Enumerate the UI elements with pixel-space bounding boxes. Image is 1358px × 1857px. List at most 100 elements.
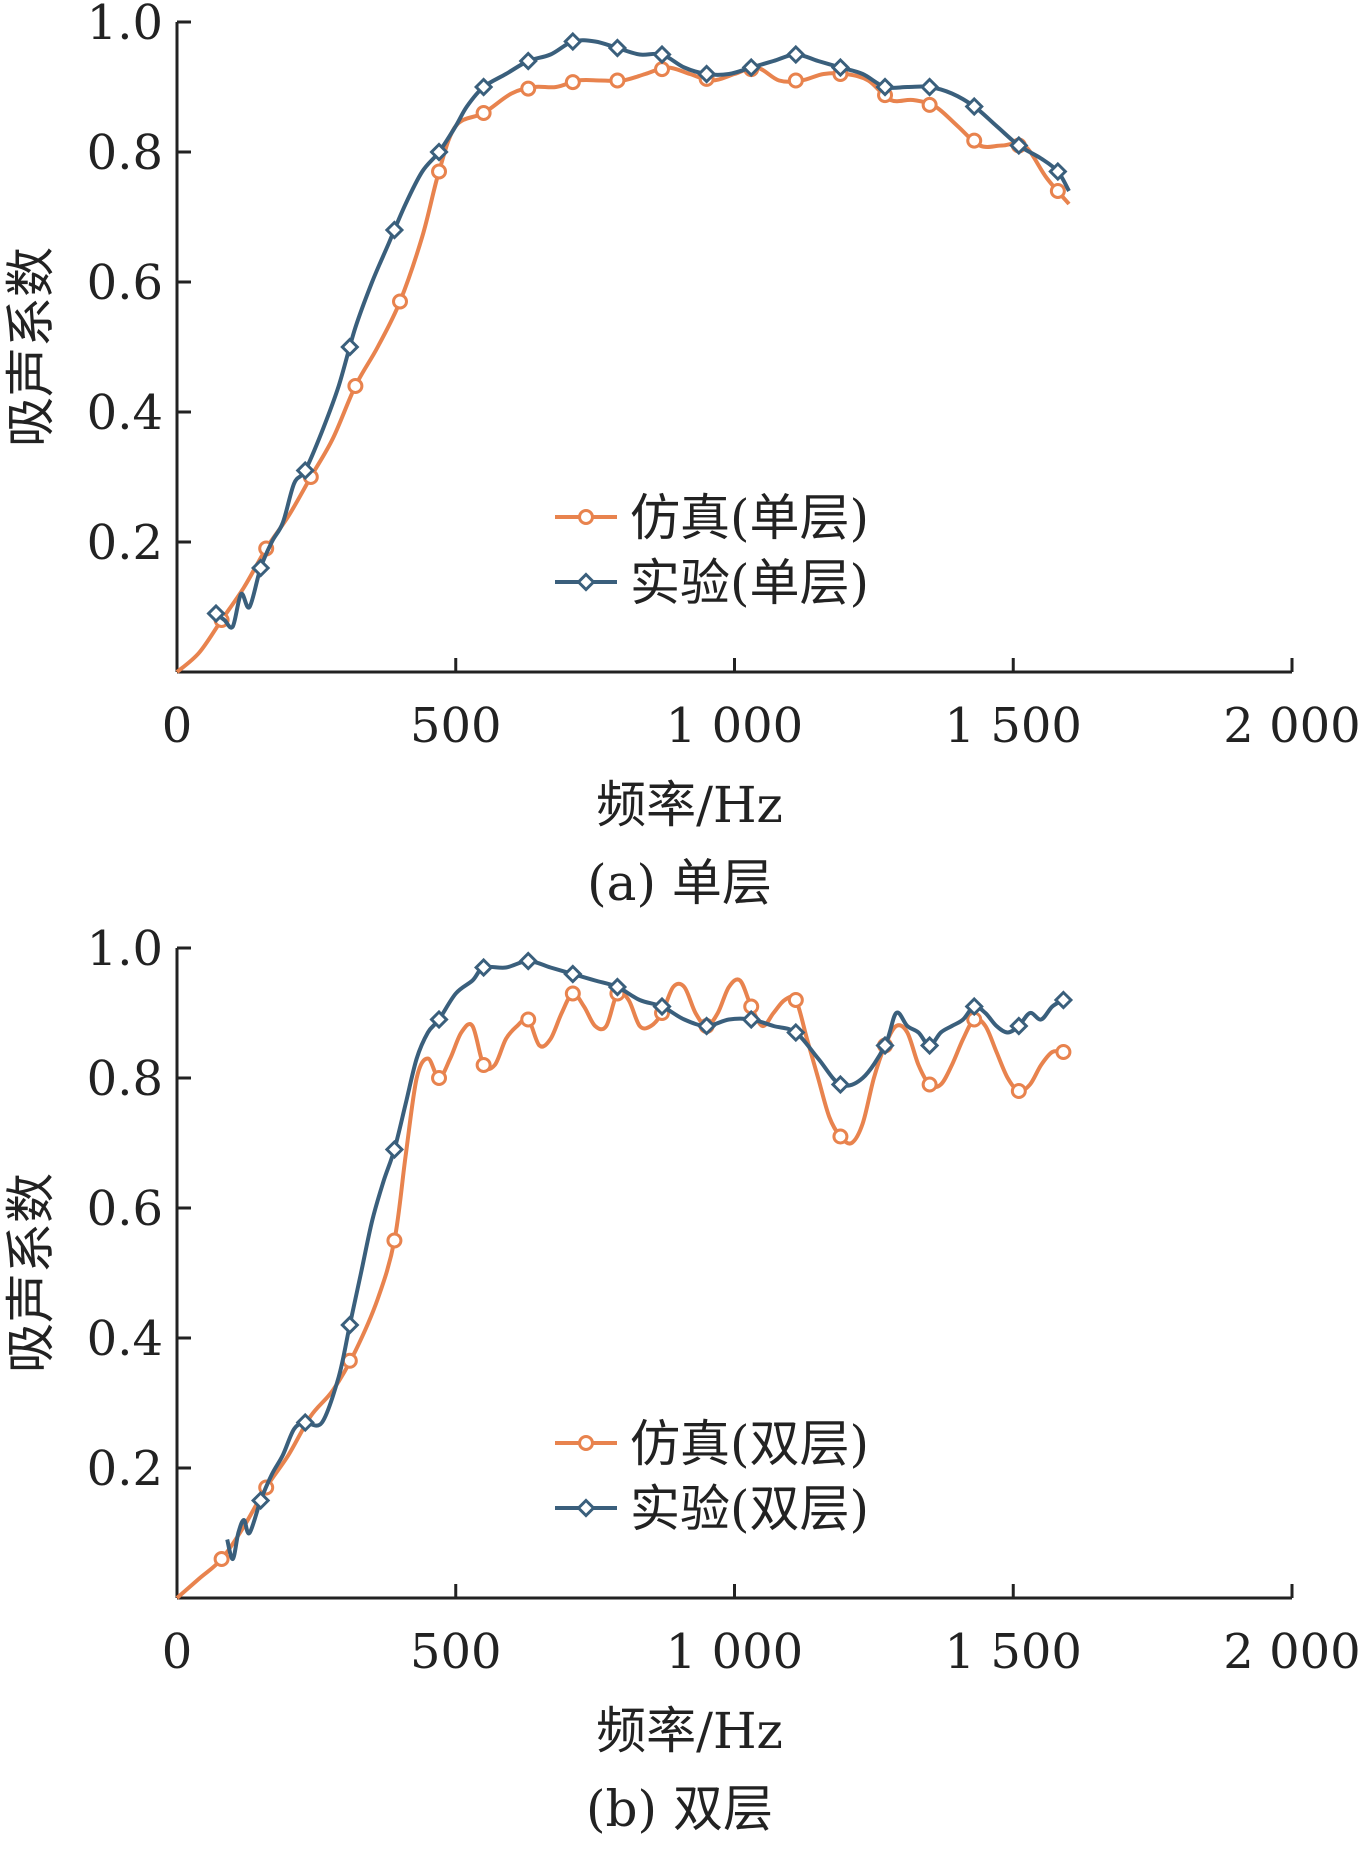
chart-a-x-label: 频率/Hz <box>596 776 783 834</box>
chart-b-x-label: 频率/Hz <box>596 1702 783 1760</box>
chart-a-point <box>697 64 717 84</box>
chart-b-series-line <box>225 959 1065 1562</box>
chart-a-point <box>563 31 583 52</box>
chart-a-point <box>429 142 449 162</box>
chart-a-point <box>474 77 494 97</box>
chart-a-legend: 仿真(单层) 实验(单层) <box>555 489 869 612</box>
chart-a-legend-marker <box>576 572 596 592</box>
chart-a-axes: 0 500 1 000 1 500 2 000 0.2 0.4 0.6 0.8 1.0 <box>87 0 1358 754</box>
chart-a-series-sim <box>175 61 1071 674</box>
chart-b-legend-label: 实验(双层) <box>630 1480 869 1538</box>
chart-a-svg: 0 500 1 000 1 500 2 000 0.2 0.4 0.6 0.8 1.0 频率/Hz 吸… <box>2 0 1358 912</box>
chart-b-point <box>563 964 583 984</box>
chart-a-point <box>652 44 672 65</box>
chart-b-caption: (b) 双层 <box>586 1780 773 1838</box>
chart-a-point <box>392 293 408 310</box>
chart-b-point <box>474 957 494 978</box>
chart-b-legend-label: 仿真(双层) <box>630 1415 869 1473</box>
chart-a-legend-label: 仿真(单层) <box>630 489 869 547</box>
chart-a-point <box>966 132 983 149</box>
chart-b-point <box>1010 1083 1027 1099</box>
chart-a-point <box>921 96 938 113</box>
chart-b-x-tick-label: 500 <box>410 1624 502 1680</box>
chart-b-point <box>1055 1044 1072 1060</box>
chart-a-legend-label: 实验(单层) <box>630 554 869 612</box>
chart-b-point <box>652 996 672 1017</box>
chart-a-point <box>1009 135 1029 156</box>
chart-b-point <box>213 1551 230 1567</box>
chart-a-point <box>1049 183 1066 199</box>
chart-b-y-tick-label: 0.8 <box>87 1051 163 1107</box>
chart-b-svg: 0 500 1 000 1 500 2 000 0.2 0.4 0.6 0.8 1.0 频率/Hz 吸… <box>2 921 1358 1838</box>
chart-b-y-tick-label: 0.6 <box>87 1181 163 1237</box>
chart-a-point <box>830 57 851 78</box>
chart-a-x-tick-label: 2 000 <box>1223 698 1358 754</box>
chart-a-series-line <box>175 65 1071 674</box>
chart-b-legend: 仿真(双层) 实验(双层) <box>555 1415 869 1538</box>
chart-b-legend-marker <box>578 1435 594 1451</box>
chart-b-point <box>340 1315 360 1335</box>
chart-a-series-line <box>214 38 1071 630</box>
chart-b-y-label: 吸声系数 <box>2 1173 60 1373</box>
chart-b-axes: 0 500 1 000 1 500 2 000 0.2 0.4 0.6 0.8 1.0 <box>87 921 1358 1680</box>
chart-a: 0 500 1 000 1 500 2 000 0.2 0.4 0.6 0.8 1.0 频率/Hz 吸… <box>0 0 1358 927</box>
chart-a-y-tick-label: 0.6 <box>87 255 163 311</box>
chart-a-point <box>384 220 405 240</box>
chart-b-y-tick-label: 0.4 <box>87 1311 163 1367</box>
chart-b-x-tick-label: 1 000 <box>666 1624 803 1680</box>
chart-a-point <box>741 57 761 78</box>
chart-a-point <box>787 72 804 89</box>
chart-a-y-tick-label: 1.0 <box>87 0 163 51</box>
chart-b-point <box>786 1022 806 1043</box>
chart-b-point <box>564 985 581 1002</box>
chart-b-point <box>295 1412 315 1433</box>
chart-b-point <box>386 1232 403 1249</box>
chart-a-point <box>875 77 895 97</box>
chart-a-y-tick-label: 0.4 <box>87 385 163 441</box>
chart-b-point <box>697 1016 717 1036</box>
chart-a-x-tick-label: 1 500 <box>945 698 1082 754</box>
chart-a-point <box>251 558 271 578</box>
chart-b-series-exp <box>225 951 1074 1562</box>
chart-a-x-tick-label: 500 <box>410 698 502 754</box>
chart-b-y-tick-label: 1.0 <box>87 926 163 977</box>
chart-b-point <box>518 951 538 971</box>
chart-a-point <box>564 74 581 91</box>
chart-b-point <box>1009 1016 1029 1036</box>
chart-b-point <box>429 1009 449 1030</box>
chart-b-series-sim <box>175 977 1072 1600</box>
chart-a-point <box>520 80 537 97</box>
chart-b-point <box>921 1076 938 1093</box>
chart-a-point <box>475 105 492 121</box>
chart-a-point <box>609 72 626 89</box>
chart-a-series-exp <box>206 31 1071 630</box>
chart-b-y-tick-label: 0.2 <box>87 1441 163 1497</box>
chart-b-x-tick-label: 2 000 <box>1223 1624 1358 1680</box>
chart-a-point <box>295 460 315 481</box>
chart-b-series-line <box>175 977 1064 1600</box>
chart-b-x-tick-label: 0 <box>162 1624 193 1680</box>
chart-b-point <box>431 1070 448 1086</box>
chart-a-y-label: 吸声系数 <box>2 247 60 447</box>
chart-b-point <box>832 1128 849 1145</box>
chart-a-point <box>1048 161 1068 182</box>
chart-b-point <box>787 992 804 1008</box>
chart-a-point <box>607 38 628 58</box>
chart-b-point <box>384 1139 405 1160</box>
chart-a-point <box>654 61 671 78</box>
chart-a-point <box>431 163 448 180</box>
chart-a-point <box>964 96 984 117</box>
chart-b-point <box>520 1011 537 1028</box>
chart-b: 0 500 1 000 1 500 2 000 0.2 0.4 0.6 0.8 1.0 频率/Hz 吸… <box>0 921 1358 1853</box>
chart-b-point <box>875 1035 895 1056</box>
chart-a-point <box>518 51 538 71</box>
chart-a-point <box>206 603 226 624</box>
chart-b-x-tick-label: 1 500 <box>945 1624 1082 1680</box>
chart-a-x-tick-label: 0 <box>162 698 193 754</box>
chart-b-point <box>1053 990 1074 1010</box>
chart-b-point <box>830 1074 851 1095</box>
chart-b-point <box>920 1035 940 1056</box>
chart-a-y-tick-label: 0.8 <box>87 125 163 181</box>
chart-a-x-tick-label: 1 000 <box>666 698 803 754</box>
chart-b-point <box>251 1490 271 1511</box>
